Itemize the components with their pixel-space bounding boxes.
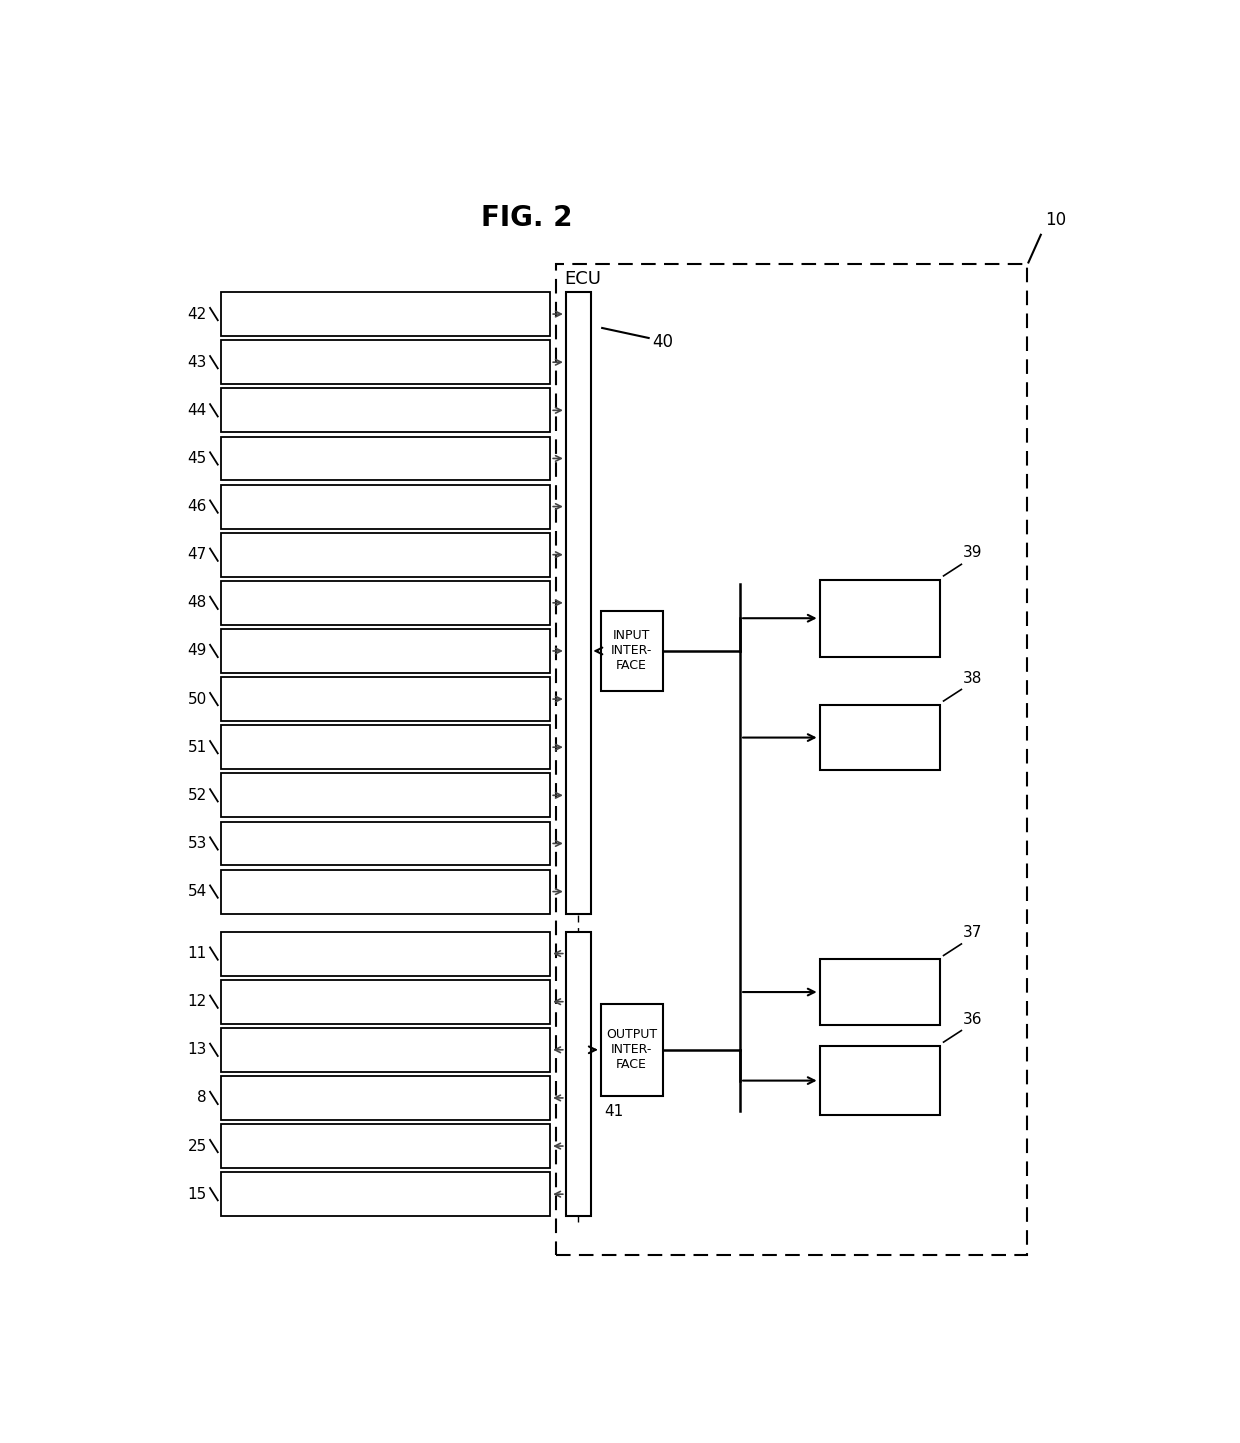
- Bar: [221, 726, 551, 769]
- Text: BRAKE NEGATIVE PRESSURE SENSOR: BRAKE NEGATIVE PRESSURE SENSOR: [272, 693, 500, 706]
- Bar: [221, 1027, 551, 1072]
- Bar: [557, 264, 1027, 1255]
- Text: INPUT
INTER-
FACE: INPUT INTER- FACE: [611, 629, 652, 672]
- Bar: [221, 1124, 551, 1167]
- Text: HYDRAULIC CONTROL CIRCUIT: HYDRAULIC CONTROL CIRCUIT: [293, 1188, 479, 1201]
- Text: 54: 54: [187, 885, 207, 899]
- Bar: [820, 580, 940, 657]
- Text: WHEEL SPEED SENSOR: WHEEL SPEED SENSOR: [315, 452, 456, 465]
- Text: SOC SENSOR: SOC SENSOR: [346, 740, 425, 753]
- Text: 12: 12: [187, 994, 207, 1009]
- Bar: [820, 704, 940, 771]
- Bar: [221, 1076, 551, 1120]
- Bar: [820, 960, 940, 1025]
- Text: 10: 10: [1044, 211, 1066, 228]
- Text: CPU: CPU: [864, 1074, 895, 1088]
- Text: 50: 50: [187, 691, 207, 707]
- Bar: [221, 980, 551, 1023]
- Text: 25: 25: [187, 1139, 207, 1153]
- Text: BACKUP
RAM: BACKUP RAM: [849, 602, 910, 635]
- Bar: [221, 485, 551, 528]
- Text: 40: 40: [652, 333, 673, 351]
- Bar: [820, 1046, 940, 1115]
- Text: RAM: RAM: [863, 730, 897, 745]
- Text: INJECTOR: INJECTOR: [356, 996, 414, 1009]
- Bar: [221, 773, 551, 817]
- Text: BRAKE SWITCH: BRAKE SWITCH: [340, 645, 432, 658]
- Text: 15: 15: [187, 1186, 207, 1202]
- Text: 47: 47: [187, 547, 207, 563]
- Text: ROM: ROM: [862, 984, 898, 1000]
- Text: 8: 8: [197, 1091, 207, 1105]
- Text: AIR-MIX DAMPER: AIR-MIX DAMPER: [334, 1140, 436, 1153]
- Text: OUTPUT
INTER-
FACE: OUTPUT INTER- FACE: [606, 1029, 657, 1071]
- Text: ENGINE SPEED SENSOR: ENGINE SPEED SENSOR: [312, 355, 458, 369]
- Text: 39: 39: [963, 545, 982, 560]
- Text: 37: 37: [963, 925, 982, 939]
- Text: 36: 36: [963, 1012, 982, 1027]
- Bar: [221, 932, 551, 975]
- Text: 52: 52: [187, 788, 207, 802]
- Text: 11: 11: [187, 947, 207, 961]
- Bar: [565, 291, 590, 913]
- Text: 42: 42: [187, 306, 207, 322]
- Bar: [221, 821, 551, 866]
- Text: 13: 13: [187, 1042, 207, 1058]
- Text: THROTTLE VALVE: THROTTLE VALVE: [332, 947, 439, 960]
- Bar: [565, 932, 590, 1216]
- Text: 45: 45: [187, 452, 207, 466]
- Text: ECONOMICAL RUNNING PROHIBITION SWITCH: ECONOMICAL RUNNING PROHIBITION SWITCH: [246, 596, 526, 609]
- Text: 49: 49: [187, 644, 207, 658]
- Text: 48: 48: [187, 596, 207, 610]
- Bar: [221, 582, 551, 625]
- Text: FIG. 2: FIG. 2: [481, 203, 573, 232]
- Text: VEHICLE SPEED SENSOR: VEHICLE SPEED SENSOR: [310, 404, 461, 417]
- Text: 53: 53: [187, 835, 207, 851]
- Text: 44: 44: [187, 403, 207, 418]
- Text: ECU: ECU: [564, 270, 601, 289]
- Bar: [600, 1003, 662, 1097]
- Text: ACCELERATOR OPERATION AMOUNT SENSOR: ACCELERATOR OPERATION AMOUNT SENSOR: [248, 501, 523, 514]
- Text: EVAPORATOR TEMPERATURE SENSOR: EVAPORATOR TEMPERATURE SENSOR: [272, 789, 500, 802]
- Bar: [221, 341, 551, 384]
- Text: THROTTLE OPENING SENSOR: THROTTLE OPENING SENSOR: [296, 548, 475, 561]
- Text: ENGINE COOLANT TEMPERATURE SENSOR: ENGINE COOLANT TEMPERATURE SENSOR: [257, 837, 515, 850]
- Text: 51: 51: [187, 740, 207, 755]
- Bar: [221, 677, 551, 722]
- Text: 38: 38: [963, 671, 982, 685]
- Text: 46: 46: [187, 499, 207, 514]
- Bar: [221, 629, 551, 672]
- Bar: [221, 532, 551, 577]
- Bar: [600, 610, 662, 691]
- Text: IGNITION SWITCH: IGNITION SWITCH: [332, 307, 439, 320]
- Bar: [221, 436, 551, 481]
- Text: IGNITER: IGNITER: [361, 1043, 410, 1056]
- Text: ENGINE OIL TEMPERATURE SENSOR: ENGINE OIL TEMPERATURE SENSOR: [277, 885, 495, 898]
- Bar: [221, 1172, 551, 1216]
- Text: 41: 41: [605, 1104, 624, 1118]
- Text: STARTER MOTOR: STARTER MOTOR: [334, 1091, 438, 1104]
- Bar: [221, 870, 551, 913]
- Text: 43: 43: [187, 355, 207, 369]
- Bar: [221, 291, 551, 336]
- Bar: [221, 388, 551, 433]
